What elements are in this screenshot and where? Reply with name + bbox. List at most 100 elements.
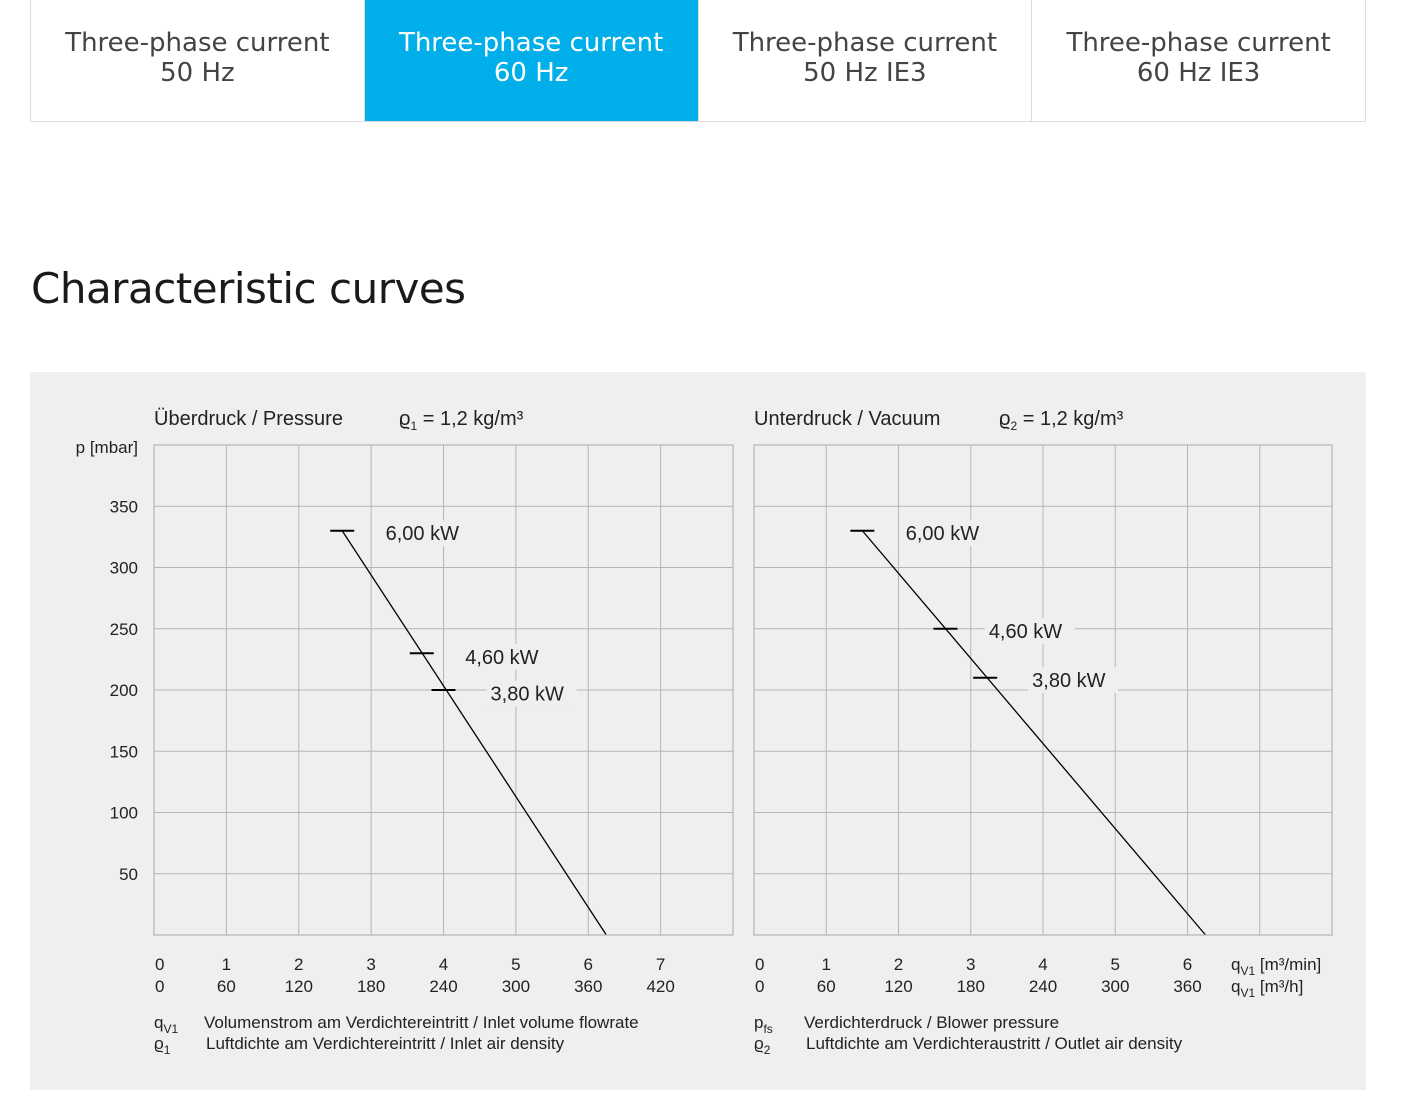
x-tick-label-m3-h: 0 <box>755 977 764 996</box>
tab-label-line1: Three-phase current <box>732 27 998 58</box>
tab-label-line2: 60 Hz <box>493 57 569 88</box>
y-tick-label: 300 <box>110 559 138 578</box>
subscript: fs <box>763 1022 772 1036</box>
characteristic-curve-line <box>341 530 607 936</box>
x-tick-label-m3-h: 300 <box>502 977 530 996</box>
y-axis-label: p [mbar] <box>76 438 138 457</box>
x-tick-label-m3-min: 1 <box>822 955 831 974</box>
x-tick-label-m3-h: 240 <box>1029 977 1057 996</box>
x-unit-label-m3-h: qV1 [m³/h] <box>1231 977 1303 1000</box>
characteristic-curves-chart: Überdruck / Pressure ϱ1 = 1,2 kg/m³ p [mba… <box>30 372 1366 1090</box>
x-tick-label-m3-min: 5 <box>511 955 520 974</box>
tab-label-line1: Three-phase current <box>1066 27 1331 58</box>
legend-symbol: ϱ1 <box>154 1034 171 1057</box>
text-part: q <box>1231 977 1240 996</box>
text-part: = 1,2 kg/m³ <box>1017 408 1123 430</box>
x-tick-label-m3-min: 4 <box>1038 955 1047 974</box>
legend-symbol: pfs <box>754 1013 773 1036</box>
power-label-background <box>461 643 552 670</box>
x-tick-label-m3-h: 0 <box>155 977 164 996</box>
power-label-background <box>381 520 472 547</box>
x-tick-label-m3-h: 60 <box>817 977 836 996</box>
subscript: 2 <box>1010 419 1017 433</box>
power-label: 4,60 kW <box>465 647 538 669</box>
characteristic-curve-line <box>861 530 1207 936</box>
text-part: [m³/min] <box>1255 955 1321 974</box>
x-tick-label-m3-min: 6 <box>1183 955 1192 974</box>
x-tick-label-m3-h: 360 <box>1173 977 1201 996</box>
y-tick-label: 350 <box>110 497 138 516</box>
power-label-background <box>984 618 1075 645</box>
x-tick-label-m3-min: 2 <box>294 955 303 974</box>
subscript: 2 <box>764 1043 771 1057</box>
legend-text: Volumenstrom am Verdichtereintritt / Inl… <box>204 1013 639 1032</box>
subscript: 1 <box>164 1043 171 1057</box>
tab-60-hz-ie3[interactable]: Three-phase current 60 Hz IE3 <box>1032 0 1365 121</box>
subscript: V1 <box>1240 964 1255 978</box>
power-label-background <box>901 520 992 547</box>
legend-symbol: qV1 <box>154 1013 178 1036</box>
power-label: 6,00 kW <box>906 523 979 545</box>
text-part: ϱ <box>399 408 410 430</box>
text-part: q <box>1231 955 1240 974</box>
text-part: q <box>154 1013 163 1032</box>
plot-border <box>753 444 1333 936</box>
tab-60-hz[interactable]: Three-phase current 60 Hz <box>364 0 699 121</box>
x-tick-label-m3-h: 300 <box>1101 977 1129 996</box>
text-part: [m³/h] <box>1255 977 1303 996</box>
section-title: Characteristic curves <box>31 264 466 313</box>
x-tick-label-m3-h: 120 <box>285 977 313 996</box>
legend-symbol: ϱ2 <box>754 1034 771 1057</box>
x-tick-label-m3-min: 0 <box>155 955 164 974</box>
y-tick-label: 250 <box>110 620 138 639</box>
density-label: ϱ2 = 1,2 kg/m³ <box>999 408 1124 433</box>
x-tick-label-m3-min: 1 <box>222 955 231 974</box>
x-tick-label-m3-min: 6 <box>584 955 593 974</box>
x-tick-label-m3-h: 240 <box>429 977 457 996</box>
x-tick-label-m3-h: 120 <box>884 977 912 996</box>
power-label-background <box>1028 667 1119 694</box>
plot-border <box>153 444 734 936</box>
legend-text: Luftdichte am Verdichteraustritt / Outle… <box>806 1034 1183 1053</box>
subscript: V1 <box>1240 986 1255 1000</box>
legend-text: Verdichterdruck / Blower pressure <box>804 1013 1059 1032</box>
tab-50-hz-ie3[interactable]: Three-phase current 50 Hz IE3 <box>698 0 1033 121</box>
x-tick-label-m3-min: 2 <box>894 955 903 974</box>
tab-label-line1: Three-phase current <box>65 27 330 58</box>
x-tick-label-m3-h: 360 <box>574 977 602 996</box>
tab-label-line2: 50 Hz <box>160 57 235 88</box>
y-tick-label: 50 <box>119 865 138 884</box>
x-tick-label-m3-min: 0 <box>755 955 764 974</box>
x-tick-label-m3-min: 3 <box>966 955 975 974</box>
x-tick-label-m3-h: 180 <box>957 977 985 996</box>
tab-label-line2: 50 Hz IE3 <box>803 57 927 88</box>
text-part: ϱ <box>999 408 1010 430</box>
power-label: 4,60 kW <box>989 621 1062 643</box>
x-tick-label-m3-min: 7 <box>656 955 665 974</box>
x-tick-label-m3-min: 4 <box>439 955 448 974</box>
x-tick-label-m3-h: 420 <box>646 977 674 996</box>
tab-label-line2: 60 Hz IE3 <box>1136 57 1261 88</box>
x-unit-label-m3-min: qV1 [m³/min] <box>1231 955 1321 978</box>
x-tick-label-m3-min: 3 <box>366 955 375 974</box>
x-tick-label-m3-h: 60 <box>217 977 236 996</box>
text-part: = 1,2 kg/m³ <box>417 408 523 430</box>
y-tick-label: 150 <box>110 742 138 761</box>
text-part: p <box>754 1013 763 1032</box>
tab-label-line1: Three-phase current <box>398 27 664 58</box>
density-label: ϱ1 = 1,2 kg/m³ <box>399 408 524 433</box>
power-label-background <box>486 680 577 707</box>
tab-50-hz[interactable]: Three-phase current 50 Hz <box>31 0 365 121</box>
text-part: ϱ <box>154 1034 164 1053</box>
text-part: ϱ <box>754 1034 764 1053</box>
subscript: V1 <box>163 1022 178 1036</box>
power-label: 3,80 kW <box>491 684 564 706</box>
chart-title: Überdruck / Pressure <box>154 408 343 430</box>
y-tick-label: 200 <box>110 681 138 700</box>
chart-title: Unterdruck / Vacuum <box>754 408 940 430</box>
y-tick-label: 100 <box>110 804 138 823</box>
frequency-tabs: Three-phase current 50 Hz Three-phase curr… <box>30 0 1366 122</box>
chart-svg: Überdruck / Pressure ϱ1 = 1,2 kg/m³p [mba… <box>76 408 1333 1057</box>
x-tick-label-m3-min: 5 <box>1111 955 1120 974</box>
x-tick-label-m3-h: 180 <box>357 977 385 996</box>
